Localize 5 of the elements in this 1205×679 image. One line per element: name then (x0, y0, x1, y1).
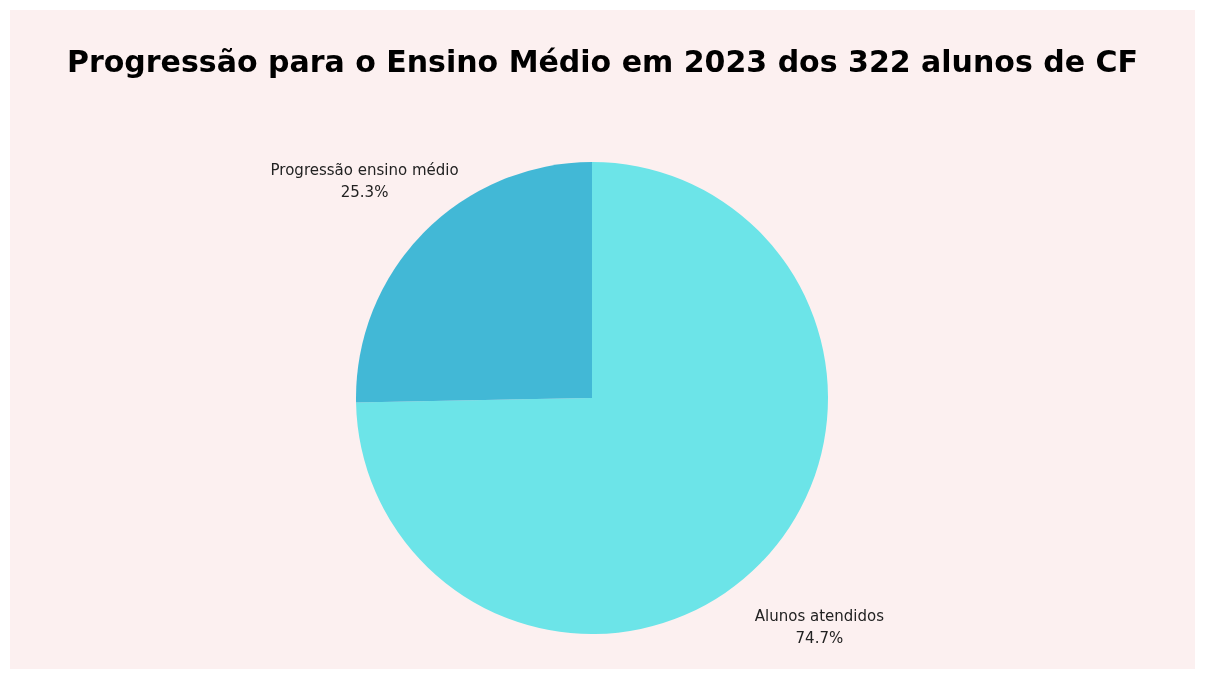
slice-label: Progressão ensino médio (270, 160, 459, 179)
data-label: 74.7% (795, 629, 844, 648)
slice-label: Alunos atendidos (754, 607, 885, 626)
data-label: 25.3% (340, 182, 389, 201)
chart-title: Progressão para o Ensino Médio em 2023 dos 322 alunos de CF (66, 44, 1139, 79)
